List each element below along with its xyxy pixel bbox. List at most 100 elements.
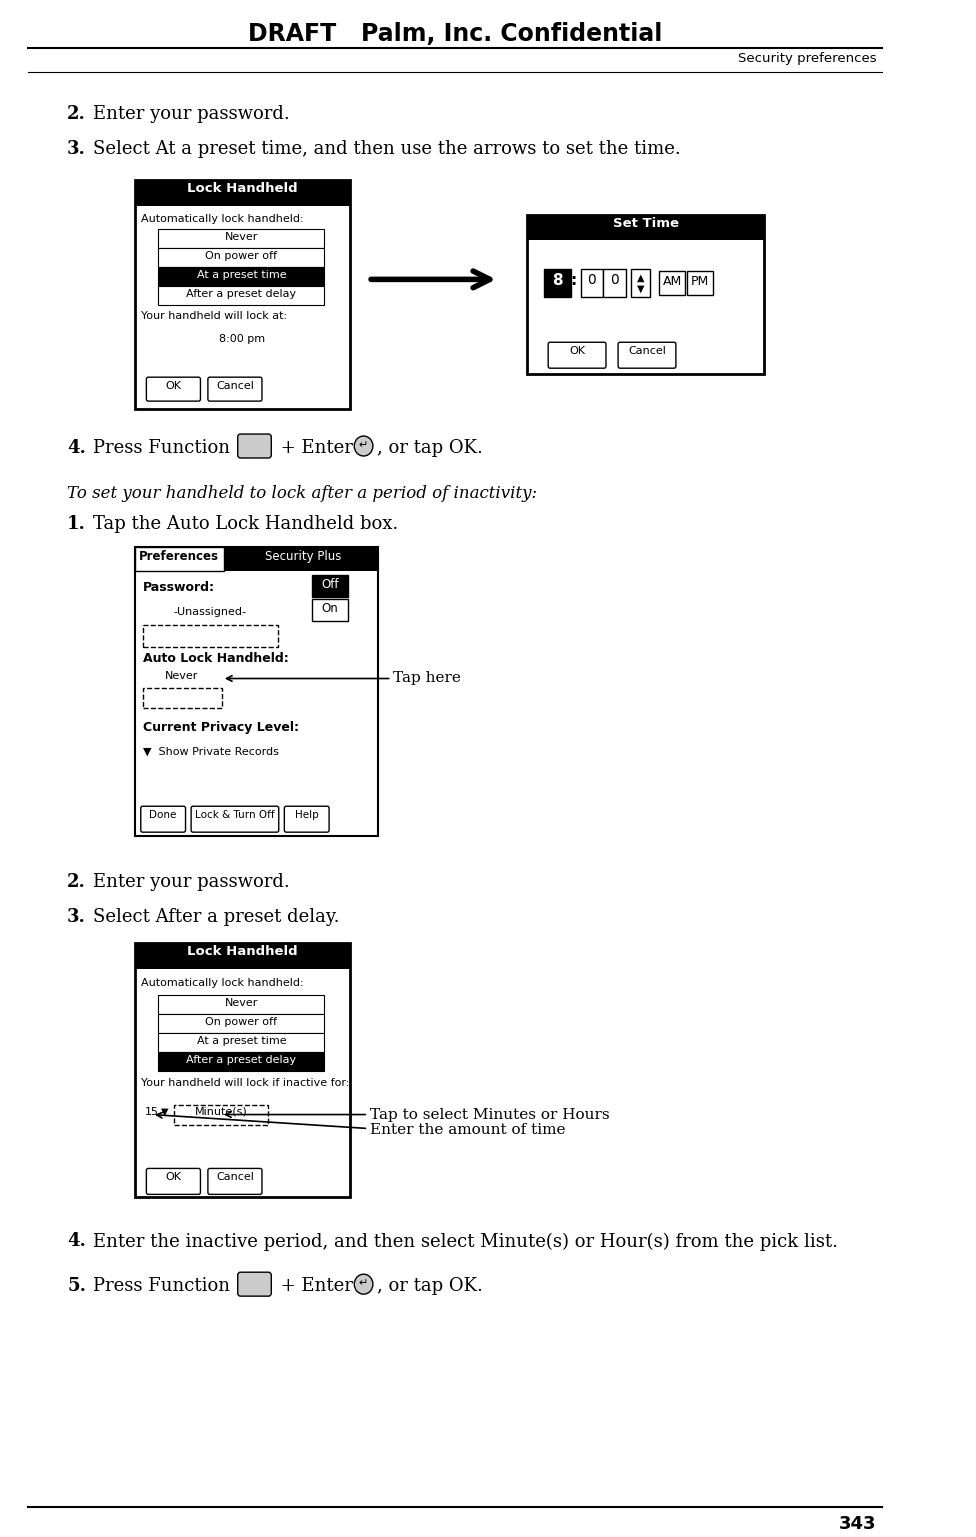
Text: Password:: Password:	[142, 581, 215, 593]
Bar	[659, 272, 685, 295]
FancyBboxPatch shape	[142, 689, 222, 709]
Text: AM: AM	[663, 275, 682, 289]
Text: 8: 8	[552, 274, 563, 289]
Bar	[544, 269, 572, 297]
FancyBboxPatch shape	[142, 624, 278, 647]
Text: Lock & Turn Off: Lock & Turn Off	[195, 810, 275, 821]
Text: Set Time: Set Time	[613, 217, 678, 229]
Bar	[136, 180, 349, 206]
Text: Auto Lock Handheld:: Auto Lock Handheld:	[142, 652, 288, 664]
Text: Cancel: Cancel	[629, 346, 666, 357]
Text: At a preset time: At a preset time	[196, 1036, 286, 1045]
Text: ↵: ↵	[359, 440, 368, 450]
Text: Lock Handheld: Lock Handheld	[187, 945, 298, 958]
Text: 3.: 3.	[67, 908, 86, 925]
Text: OK: OK	[165, 1173, 182, 1182]
FancyBboxPatch shape	[549, 343, 606, 369]
FancyBboxPatch shape	[208, 1168, 262, 1194]
Text: Done: Done	[149, 810, 177, 821]
FancyBboxPatch shape	[146, 1168, 200, 1194]
Text: Security preferences: Security preferences	[738, 52, 876, 65]
Bar	[136, 180, 349, 409]
Text: Never: Never	[224, 998, 258, 1008]
Circle shape	[354, 1274, 373, 1294]
Text: Select At a preset time, and then use the arrows to set the time.: Select At a preset time, and then use th…	[94, 140, 681, 158]
Text: Preferences: Preferences	[139, 550, 219, 563]
Text: Your handheld will lock at:: Your handheld will lock at:	[141, 312, 287, 321]
Text: Lock Handheld: Lock Handheld	[187, 181, 298, 195]
Text: Off: Off	[321, 578, 339, 590]
Bar	[158, 229, 324, 249]
Text: ↵: ↵	[359, 1279, 368, 1288]
Text: Help: Help	[295, 810, 318, 821]
Text: Enter the amount of time: Enter the amount of time	[370, 1122, 566, 1136]
Text: Security Plus: Security Plus	[264, 550, 342, 563]
Text: ▼: ▼	[636, 283, 644, 294]
FancyBboxPatch shape	[191, 807, 279, 832]
Text: On: On	[322, 601, 339, 615]
Bar	[136, 942, 349, 1197]
FancyBboxPatch shape	[175, 1105, 267, 1125]
Text: After a preset delay: After a preset delay	[186, 1054, 297, 1065]
Bar	[687, 272, 713, 295]
Text: OK: OK	[165, 381, 182, 390]
Text: 15: 15	[145, 1107, 159, 1116]
Text: Tap the Auto Lock Handheld box.: Tap the Auto Lock Handheld box.	[94, 515, 398, 533]
Text: Automatically lock handheld:: Automatically lock handheld:	[141, 214, 304, 223]
Text: 8:00 pm: 8:00 pm	[220, 334, 265, 344]
Bar	[527, 215, 764, 240]
Text: Press Function: Press Function	[94, 440, 236, 456]
Bar	[631, 269, 650, 297]
FancyBboxPatch shape	[141, 807, 185, 832]
Bar	[136, 547, 378, 836]
Text: 2.: 2.	[67, 105, 86, 123]
Bar	[158, 994, 324, 1014]
Bar	[603, 269, 626, 297]
Text: On power off: On power off	[206, 252, 277, 261]
Bar	[312, 599, 347, 621]
Bar	[136, 942, 349, 968]
FancyBboxPatch shape	[238, 433, 271, 458]
Bar	[158, 249, 324, 267]
Text: PM: PM	[691, 275, 710, 289]
Text: Enter the inactive period, and then select Minute(s) or Hour(s) from the pick li: Enter the inactive period, and then sele…	[94, 1233, 838, 1251]
Text: DRAFT   Palm, Inc. Confidential: DRAFT Palm, Inc. Confidential	[248, 22, 662, 46]
Text: , or tap OK.: , or tap OK.	[377, 1277, 482, 1296]
Text: On power off: On power off	[206, 1017, 277, 1027]
Text: Never: Never	[224, 232, 258, 243]
Text: 2.: 2.	[67, 873, 86, 891]
Bar	[158, 1051, 324, 1071]
Text: To set your handheld to lock after a period of inactivity:: To set your handheld to lock after a per…	[67, 486, 537, 503]
Circle shape	[354, 437, 373, 456]
Text: 5.: 5.	[67, 1277, 86, 1296]
Text: OK: OK	[569, 346, 585, 357]
Bar	[158, 1014, 324, 1033]
Text: Enter your password.: Enter your password.	[94, 105, 290, 123]
Text: 1.: 1.	[67, 515, 86, 533]
Text: Select After a preset delay.: Select After a preset delay.	[94, 908, 340, 925]
Text: ▼: ▼	[161, 1107, 169, 1116]
Text: + Enter: + Enter	[275, 1277, 358, 1296]
Text: , or tap OK.: , or tap OK.	[377, 440, 482, 456]
Bar	[158, 267, 324, 286]
FancyBboxPatch shape	[146, 377, 200, 401]
Text: Press Function: Press Function	[94, 1277, 236, 1296]
Text: + Enter: + Enter	[275, 440, 358, 456]
FancyBboxPatch shape	[238, 1273, 271, 1296]
Bar	[158, 286, 324, 306]
FancyBboxPatch shape	[618, 343, 676, 369]
Bar	[312, 575, 347, 596]
Text: -Unassigned-: -Unassigned-	[174, 607, 246, 616]
Text: :: :	[570, 274, 577, 289]
Text: Minute(s): Minute(s)	[194, 1107, 247, 1116]
Text: 3.: 3.	[67, 140, 86, 158]
Text: 4.: 4.	[67, 440, 86, 456]
Bar	[136, 547, 224, 570]
Bar	[527, 215, 764, 373]
Text: 0: 0	[588, 274, 596, 287]
Bar	[136, 547, 378, 570]
Bar	[158, 1033, 324, 1051]
Text: Enter your password.: Enter your password.	[94, 873, 290, 891]
Text: Automatically lock handheld:: Automatically lock handheld:	[141, 978, 304, 988]
FancyBboxPatch shape	[284, 807, 329, 832]
